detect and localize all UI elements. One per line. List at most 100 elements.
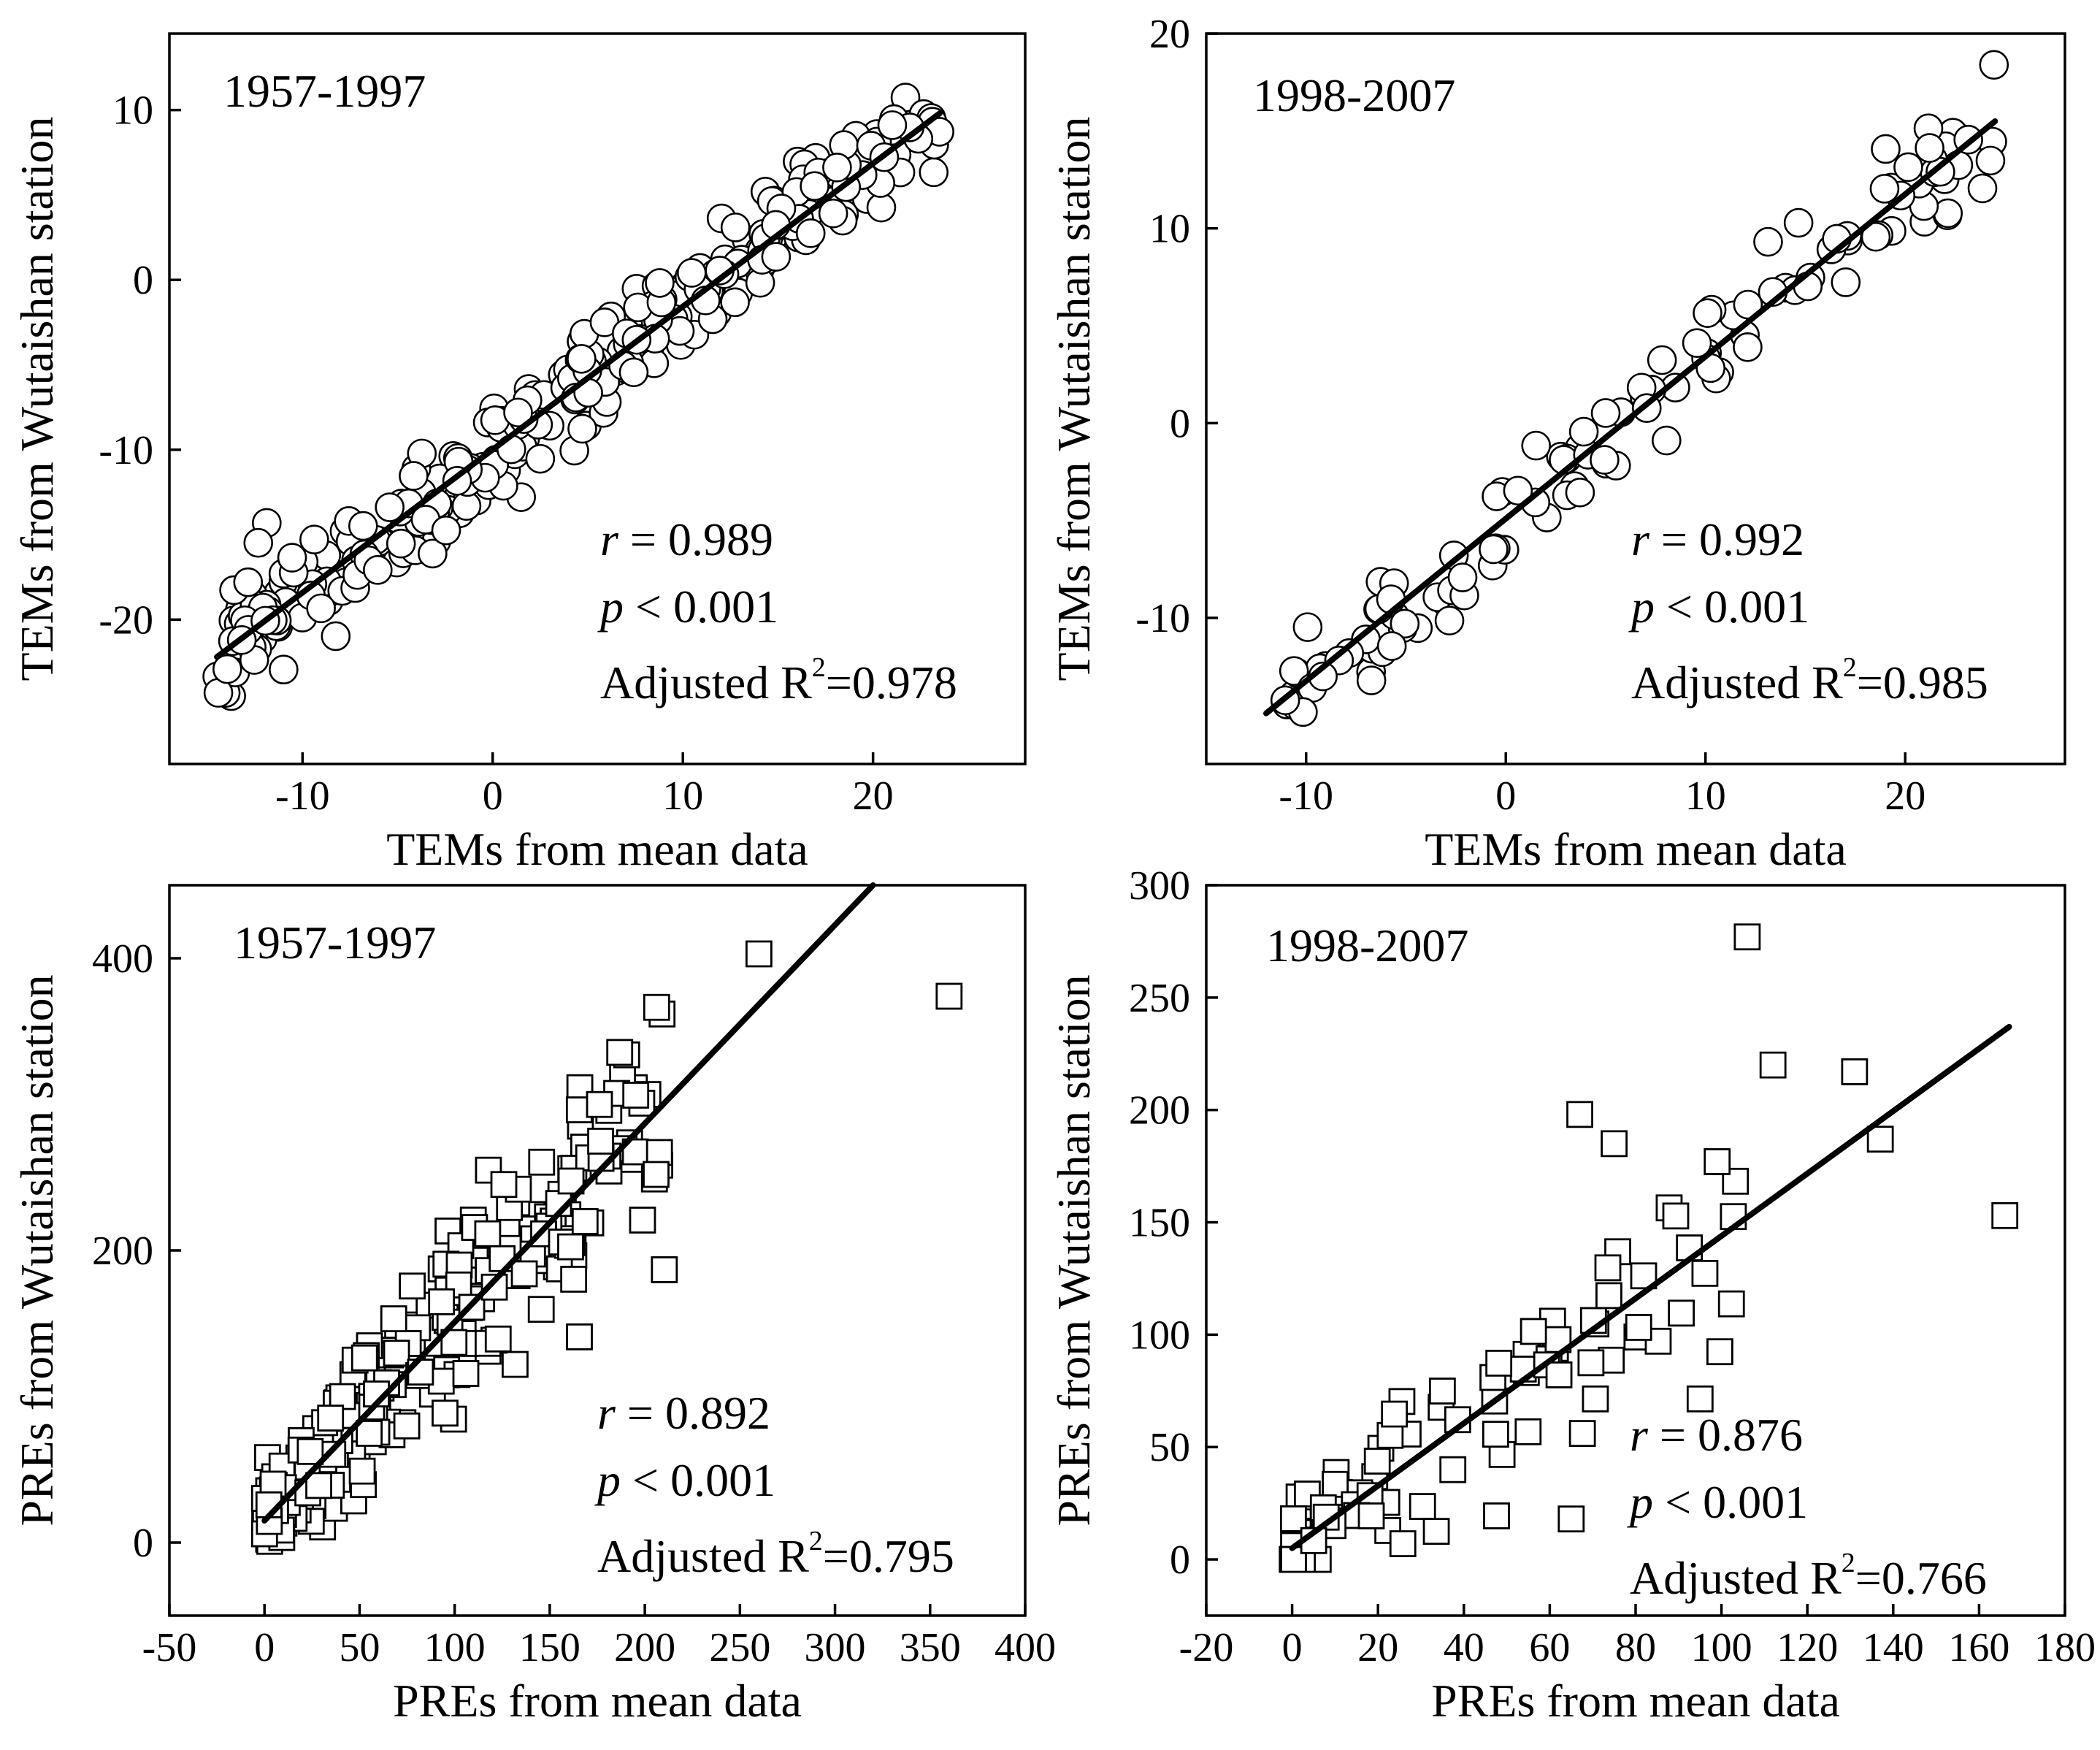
data-point bbox=[1733, 332, 1763, 362]
data-point bbox=[1356, 665, 1387, 695]
data-point bbox=[1363, 1448, 1391, 1475]
data-point bbox=[269, 654, 299, 685]
data-point bbox=[1434, 605, 1465, 635]
regression-line bbox=[261, 882, 876, 1524]
y-axis-title: PREs from Wutaishan station bbox=[11, 974, 63, 1526]
data-point bbox=[525, 443, 556, 474]
data-point bbox=[1706, 1338, 1733, 1366]
data-point bbox=[795, 218, 826, 248]
plot-frame bbox=[168, 32, 1027, 765]
y-tick-label: 0 bbox=[1170, 401, 1190, 446]
data-point bbox=[393, 1412, 421, 1440]
data-point bbox=[1389, 1530, 1417, 1557]
y-tick-label: 0 bbox=[133, 258, 153, 303]
data-point bbox=[1625, 1314, 1652, 1341]
y-tick-label: 200 bbox=[92, 1229, 153, 1274]
data-point bbox=[1841, 1058, 1869, 1085]
data-point bbox=[1545, 1361, 1573, 1388]
stat-p: p < 0.001 bbox=[594, 1454, 775, 1506]
y-tick-label: 200 bbox=[1129, 1088, 1190, 1134]
data-point bbox=[645, 1139, 673, 1166]
data-point bbox=[510, 1260, 538, 1288]
x-tick-label: 150 bbox=[519, 1625, 580, 1670]
x-axis-title: TEMs from mean data bbox=[1425, 823, 1847, 875]
data-point bbox=[1390, 608, 1420, 639]
data-point bbox=[503, 397, 533, 428]
data-point bbox=[1521, 430, 1552, 461]
regression-line bbox=[1263, 118, 1999, 717]
data-point bbox=[1975, 145, 2006, 176]
x-tick-label: -50 bbox=[142, 1625, 197, 1670]
x-tick-label: 20 bbox=[853, 773, 894, 819]
data-point bbox=[1279, 656, 1309, 686]
data-point bbox=[1409, 1493, 1436, 1520]
y-tick-label: 10 bbox=[1149, 207, 1190, 252]
y-axis-title: PREs from Wutaishan station bbox=[1048, 974, 1100, 1526]
data-point bbox=[375, 492, 405, 522]
x-tick-label: 400 bbox=[995, 1625, 1056, 1670]
plot-frame bbox=[1205, 32, 2066, 765]
y-tick-label: 250 bbox=[1129, 976, 1190, 1021]
data-point bbox=[1668, 1299, 1695, 1327]
x-tick-label: 300 bbox=[805, 1625, 866, 1670]
data-point bbox=[212, 654, 242, 684]
data-point bbox=[566, 1323, 593, 1350]
x-axis-title: TEMs from mean data bbox=[386, 823, 808, 875]
x-axis-title: PREs from mean data bbox=[1431, 1675, 1840, 1727]
data-point bbox=[651, 1256, 678, 1283]
x-tick-label: 60 bbox=[1529, 1625, 1570, 1670]
data-point bbox=[1595, 1282, 1622, 1310]
x-tick-label: 200 bbox=[614, 1625, 675, 1670]
data-point bbox=[720, 213, 751, 242]
data-point bbox=[1783, 207, 1814, 238]
data-point bbox=[676, 258, 707, 288]
data-point bbox=[1704, 1148, 1731, 1175]
data-point bbox=[386, 528, 416, 559]
data-point bbox=[1967, 173, 1998, 204]
stat-p: p < 0.001 bbox=[597, 581, 778, 633]
data-point bbox=[1871, 134, 1901, 164]
period-label: 1957-1997 bbox=[223, 65, 426, 117]
y-tick-label: 0 bbox=[1170, 1537, 1190, 1583]
data-point bbox=[418, 538, 448, 569]
data-point bbox=[643, 1161, 670, 1188]
data-point bbox=[502, 1350, 529, 1378]
x-tick-label: 0 bbox=[1282, 1625, 1303, 1670]
data-point bbox=[305, 1472, 332, 1499]
data-point bbox=[383, 1340, 410, 1367]
x-tick-label: 40 bbox=[1444, 1625, 1484, 1670]
data-point bbox=[622, 1082, 650, 1109]
data-point bbox=[348, 1457, 376, 1485]
data-point bbox=[800, 171, 829, 202]
x-tick-label: 120 bbox=[1777, 1625, 1838, 1670]
x-tick-label: 0 bbox=[254, 1625, 275, 1670]
data-point bbox=[618, 357, 649, 388]
panel-bottom-left: -50 0 50 100 150 200 250 300 350 400 0 200 400 PREs f… bbox=[11, 882, 1056, 1727]
data-point bbox=[1577, 1349, 1605, 1377]
data-point bbox=[587, 1128, 614, 1155]
data-point bbox=[428, 1288, 456, 1315]
data-point bbox=[645, 268, 675, 298]
stat-r: r = 0.992 bbox=[1631, 513, 1804, 565]
data-point bbox=[1893, 152, 1923, 183]
data-point bbox=[296, 1437, 324, 1465]
data-point bbox=[606, 1039, 634, 1066]
data-point bbox=[431, 515, 461, 546]
y-tick-label: 20 bbox=[1149, 12, 1190, 57]
data-point bbox=[474, 1220, 502, 1247]
data-point bbox=[1753, 226, 1783, 257]
period-label: 1998-2007 bbox=[1266, 920, 1468, 971]
x-tick-label: 50 bbox=[339, 1625, 380, 1670]
data-point bbox=[1292, 612, 1323, 642]
data-point bbox=[1662, 1202, 1690, 1230]
x-tick-label: 100 bbox=[424, 1625, 486, 1670]
period-label: 1957-1997 bbox=[234, 917, 436, 968]
data-point bbox=[317, 1405, 345, 1432]
data-point bbox=[432, 1399, 459, 1427]
data-points bbox=[202, 83, 954, 711]
data-point bbox=[822, 153, 852, 183]
data-point bbox=[1381, 1400, 1409, 1428]
stat-adjusted-r2: Adjusted R2=0.978 bbox=[600, 652, 957, 708]
y-tick-label: 300 bbox=[1129, 863, 1190, 909]
data-point bbox=[490, 1171, 518, 1199]
